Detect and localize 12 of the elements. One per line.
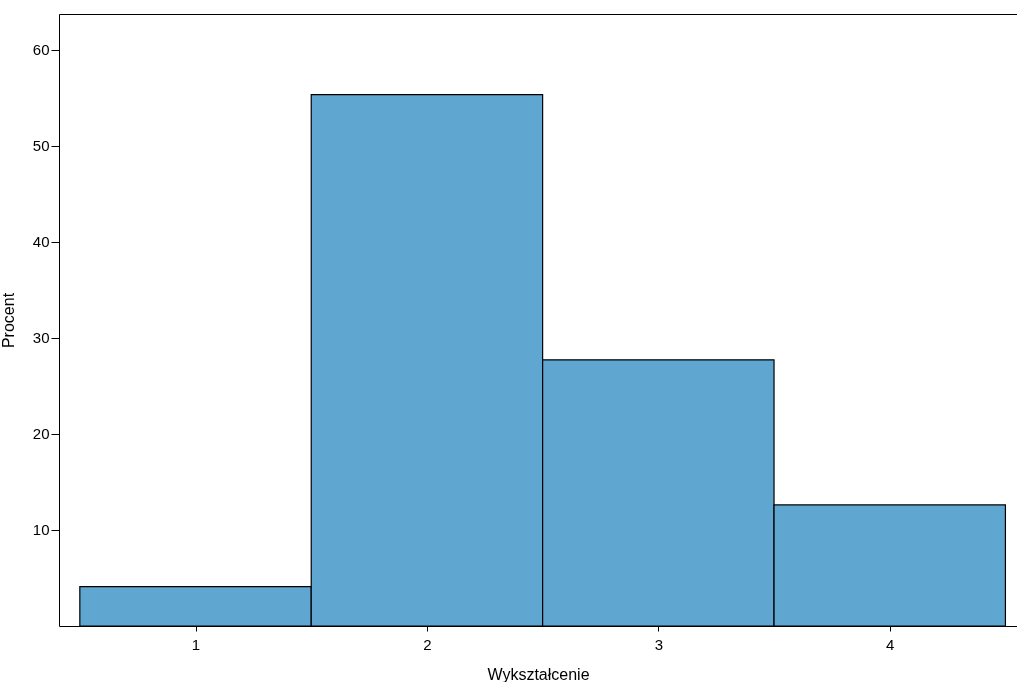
x-tick-label: 2 xyxy=(423,635,432,653)
y-tick-label: 50 xyxy=(32,137,50,155)
x-tick-label: 1 xyxy=(191,635,201,653)
x-axis-title: Wykształcenie xyxy=(487,665,590,683)
x-tick-label: 3 xyxy=(654,635,663,653)
y-tick-label: 30 xyxy=(32,329,50,347)
y-tick-label: 60 xyxy=(32,41,50,59)
y-tick-label: 20 xyxy=(32,425,50,443)
x-tick-label: 4 xyxy=(886,635,895,653)
y-tick-label: 10 xyxy=(32,521,50,539)
y-tick-label: 40 xyxy=(32,233,50,251)
y-axis-title: Procent xyxy=(0,292,17,349)
